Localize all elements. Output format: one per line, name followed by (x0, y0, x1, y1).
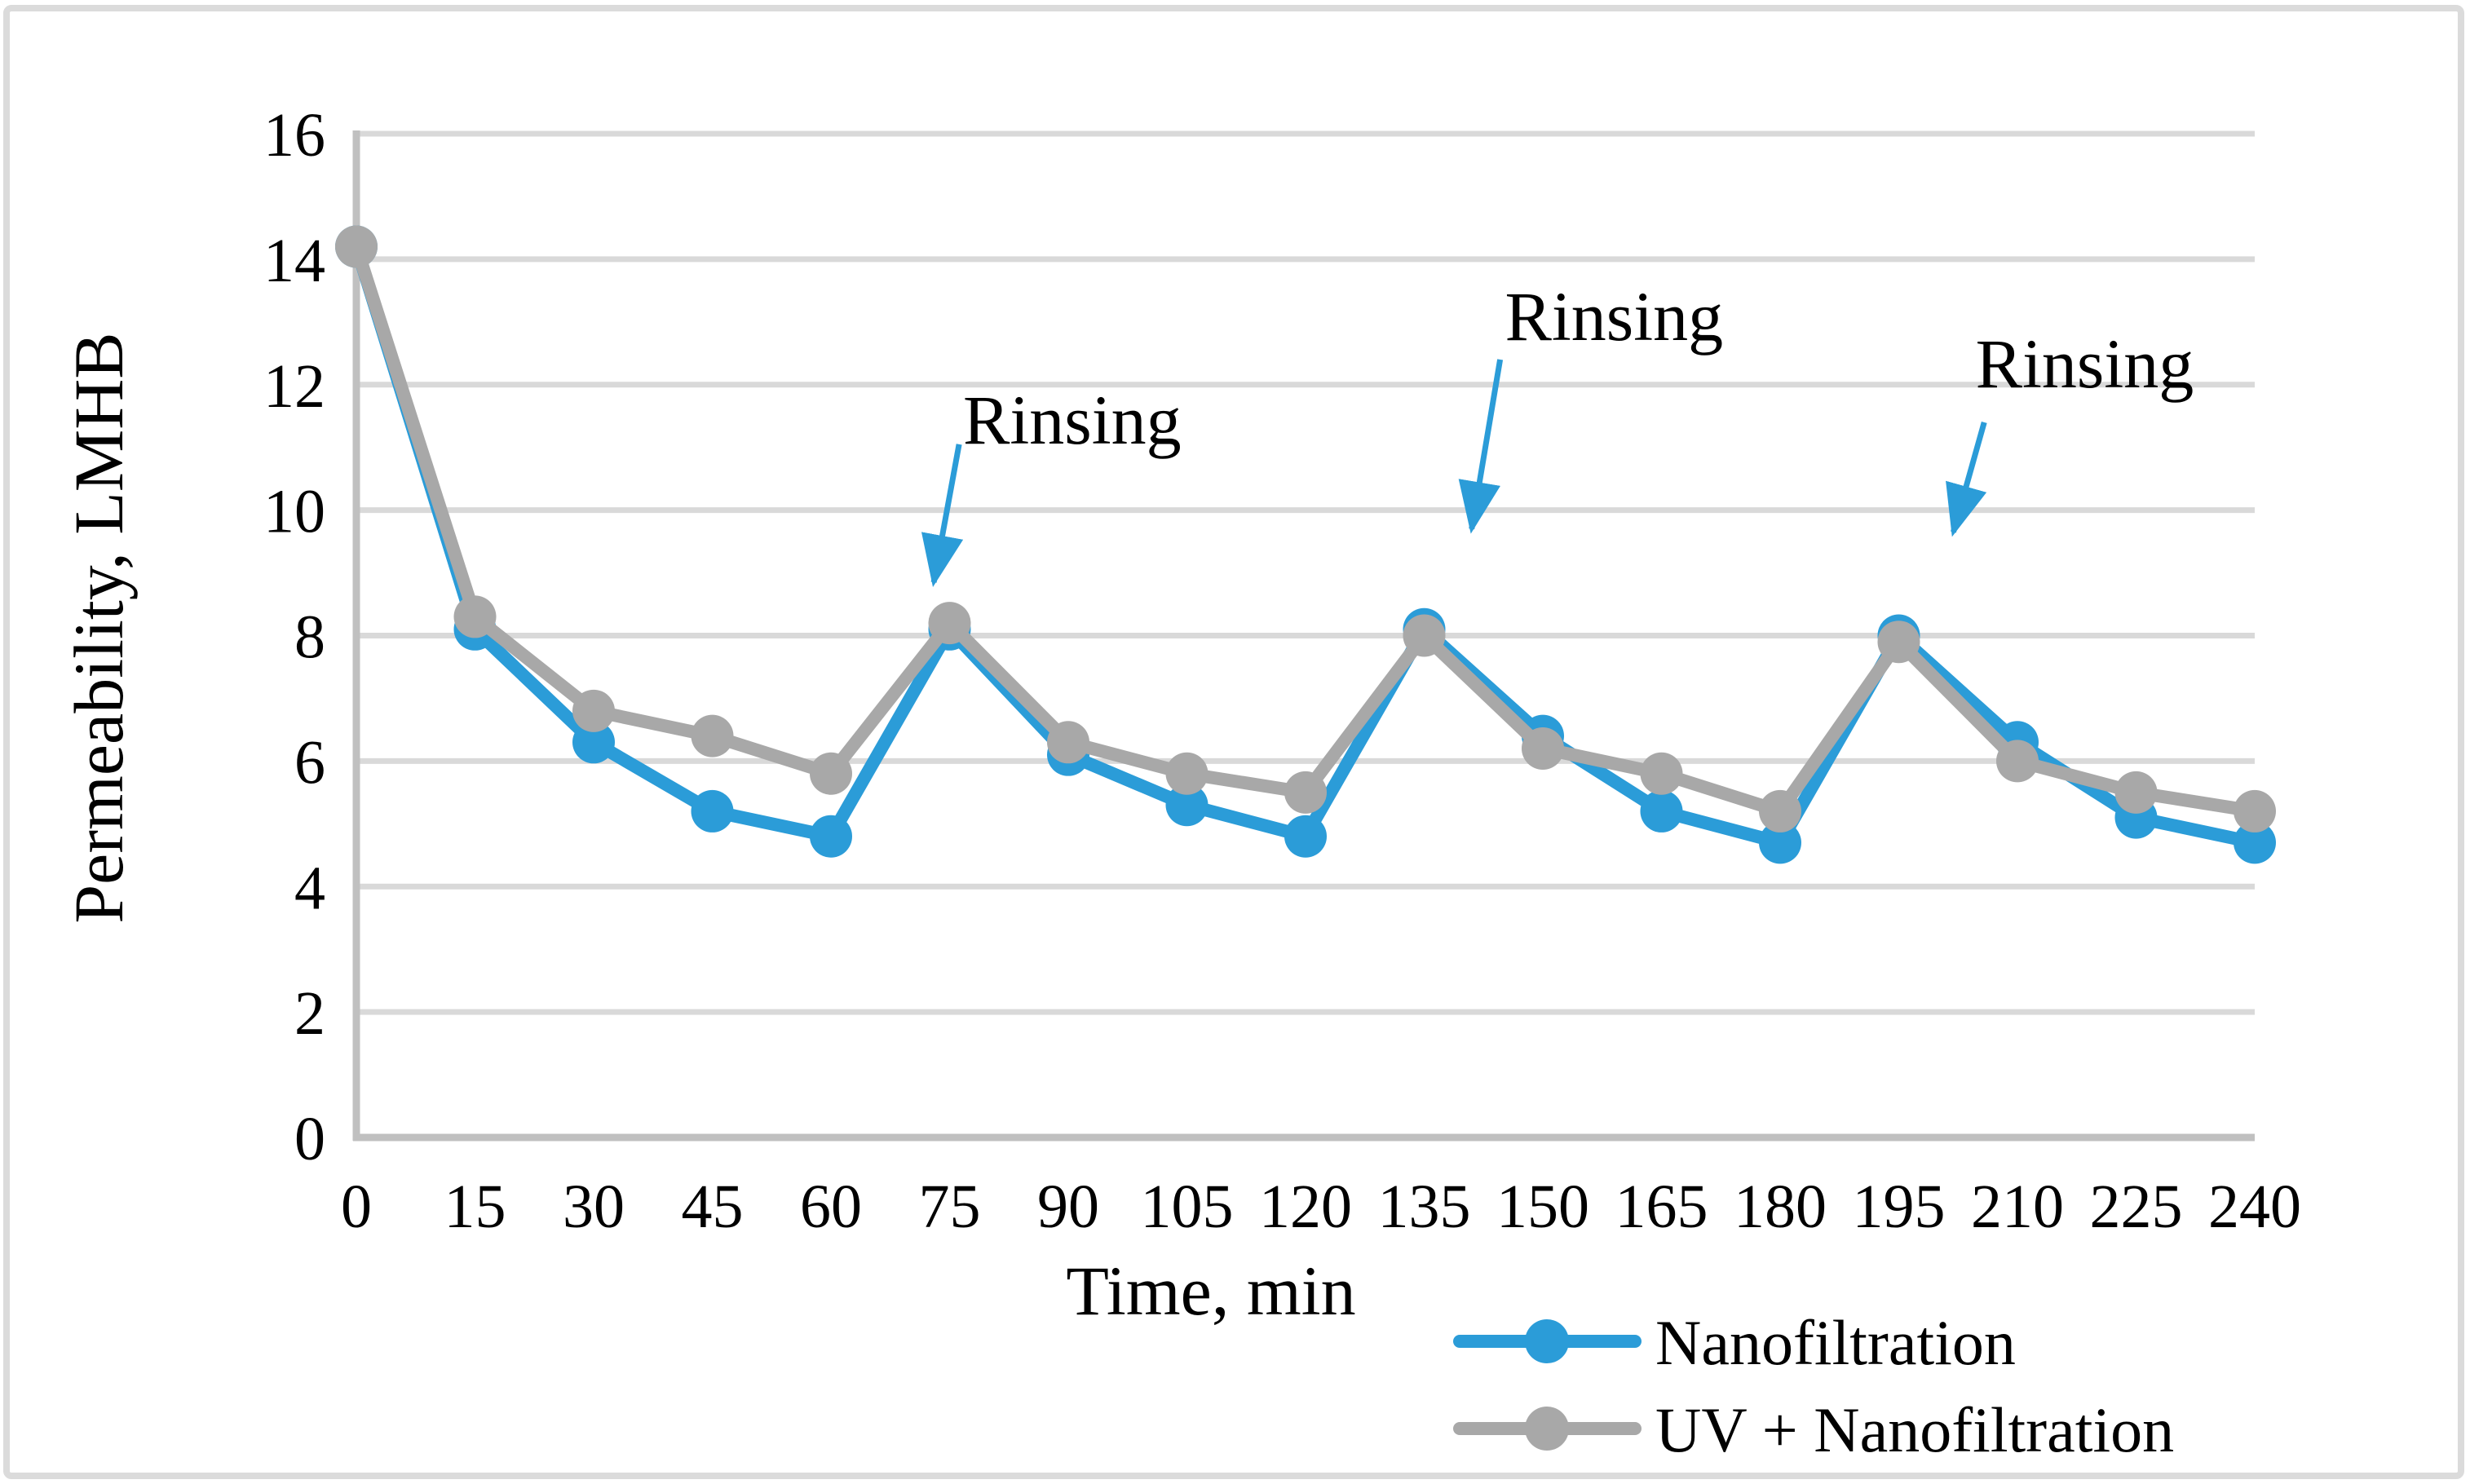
legend-label-uv-nanofiltration: UV + Nanofiltration (1655, 1394, 2174, 1465)
x-tick-label-210: 210 (1971, 1173, 2064, 1241)
x-tick-label-15: 15 (444, 1173, 506, 1241)
data-point-nanofiltration-t60 (810, 815, 852, 858)
data-point-uv-nanofiltration-t15 (453, 595, 497, 638)
data-point-uv-nanofiltration-t90 (1047, 721, 1089, 764)
data-point-uv-nanofiltration-t195 (1877, 621, 1920, 664)
data-point-uv-nanofiltration-t0 (335, 225, 378, 268)
y-tick-label-12: 12 (263, 352, 325, 421)
x-tick-label-75: 75 (919, 1173, 981, 1241)
rinsing-arrow-1 (921, 444, 964, 588)
plot-area: 0 2 4 6 8 10 12 14 16 0 15 30 45 60 75 90 105 120 135 150 16… (60, 101, 2301, 1465)
data-point-uv-nanofiltration-t240 (2234, 789, 2276, 833)
x-axis-title: Time, min (1066, 1252, 1355, 1330)
data-point-nanofiltration-t30 (572, 721, 615, 764)
data-point-uv-nanofiltration-t120 (1284, 771, 1327, 814)
data-point-uv-nanofiltration-t105 (1165, 752, 1208, 795)
y-tick-label-0: 0 (294, 1105, 325, 1173)
data-point-nanofiltration-t120 (1284, 815, 1327, 858)
data-point-uv-nanofiltration-t150 (1522, 727, 1564, 770)
data-point-uv-nanofiltration-t75 (928, 602, 971, 645)
data-point-uv-nanofiltration-t165 (1640, 752, 1683, 795)
annotation-rinsing-3: Rinsing (1976, 325, 2194, 403)
x-tick-label-225: 225 (2090, 1173, 2183, 1241)
rinsing-arrow-3 (1946, 421, 1987, 537)
x-tick-label-30: 30 (563, 1173, 625, 1241)
data-point-uv-nanofiltration-t60 (810, 752, 852, 795)
x-tick-label-180: 180 (1734, 1173, 1827, 1241)
data-point-uv-nanofiltration-t45 (691, 714, 734, 757)
legend-label-nanofiltration: Nanofiltration (1655, 1307, 2016, 1378)
x-tick-label-120: 120 (1259, 1173, 1352, 1241)
y-tick-label-4: 4 (294, 854, 325, 922)
x-tick-label-0: 0 (341, 1173, 372, 1241)
y-tick-label-6: 6 (294, 728, 325, 797)
data-point-nanofiltration-t105 (1165, 784, 1208, 827)
data-point-nanofiltration-t45 (691, 789, 734, 833)
x-tick-label-240: 240 (2208, 1173, 2301, 1241)
y-tick-label-14: 14 (263, 227, 325, 295)
legend-marker-nanofiltration (1525, 1319, 1569, 1363)
x-tick-label-105: 105 (1141, 1173, 1234, 1241)
data-point-uv-nanofiltration-t135 (1403, 614, 1446, 657)
x-tick-label-60: 60 (800, 1173, 862, 1241)
annotation-rinsing-2: Rinsing (1505, 277, 1723, 356)
data-point-uv-nanofiltration-t225 (2114, 771, 2158, 814)
figure-border (3, 5, 2464, 1479)
data-point-nanofiltration-t240 (2234, 821, 2276, 864)
data-point-uv-nanofiltration-t30 (572, 689, 615, 732)
annotation-rinsing-1: Rinsing (963, 381, 1182, 459)
y-tick-label-10: 10 (263, 478, 325, 546)
y-axis-title: Permeability, LMHB (60, 332, 138, 923)
data-point-uv-nanofiltration-t180 (1759, 789, 1801, 833)
x-tick-label-195: 195 (1853, 1173, 1946, 1241)
rinsing-arrow-2 (1458, 359, 1504, 534)
x-tick-label-135: 135 (1378, 1173, 1471, 1241)
x-tick-label-90: 90 (1037, 1173, 1099, 1241)
data-point-nanofiltration-t165 (1640, 789, 1683, 833)
y-tick-label-16: 16 (263, 101, 325, 170)
legend-marker-uv-nanofiltration (1525, 1407, 1569, 1451)
y-tick-label-8: 8 (294, 603, 325, 672)
x-tick-label-150: 150 (1496, 1173, 1589, 1241)
x-tick-label-45: 45 (682, 1173, 744, 1241)
x-tick-label-165: 165 (1615, 1173, 1708, 1241)
data-point-uv-nanofiltration-t210 (1996, 740, 2039, 783)
y-tick-label-2: 2 (294, 979, 325, 1048)
data-point-nanofiltration-t180 (1759, 821, 1801, 864)
